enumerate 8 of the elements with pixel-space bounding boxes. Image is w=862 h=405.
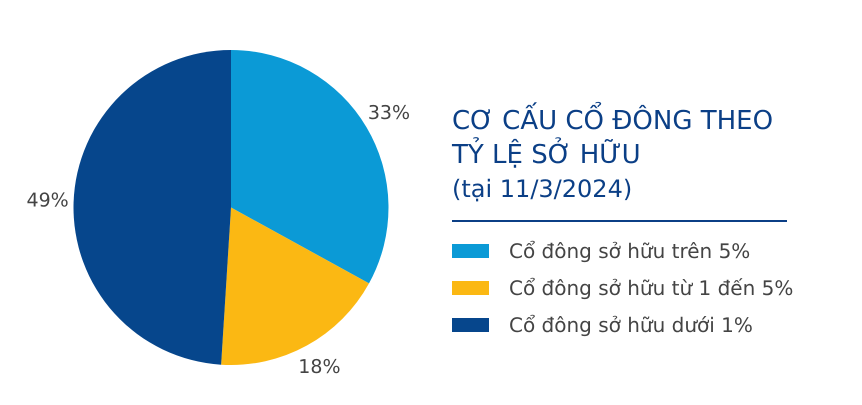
text: (tại 11/3/2024) — [452, 172, 787, 222]
text: CƠ CẤU CỔ ĐÔNG THEO TỶ LỆ SỞ HỮU — [452, 104, 774, 172]
legend-label: Cổ đông sở hữu trên 5% — [509, 238, 750, 262]
data-label: 49% — [26, 190, 69, 212]
data-label: 33% — [368, 102, 410, 124]
legend-label: Cổ đông sở hữu dưới 1% — [509, 312, 753, 336]
legend-label: Cổ đông sở hữu từ 1 đến 5% — [509, 276, 794, 300]
data-label: 18% — [298, 356, 341, 378]
